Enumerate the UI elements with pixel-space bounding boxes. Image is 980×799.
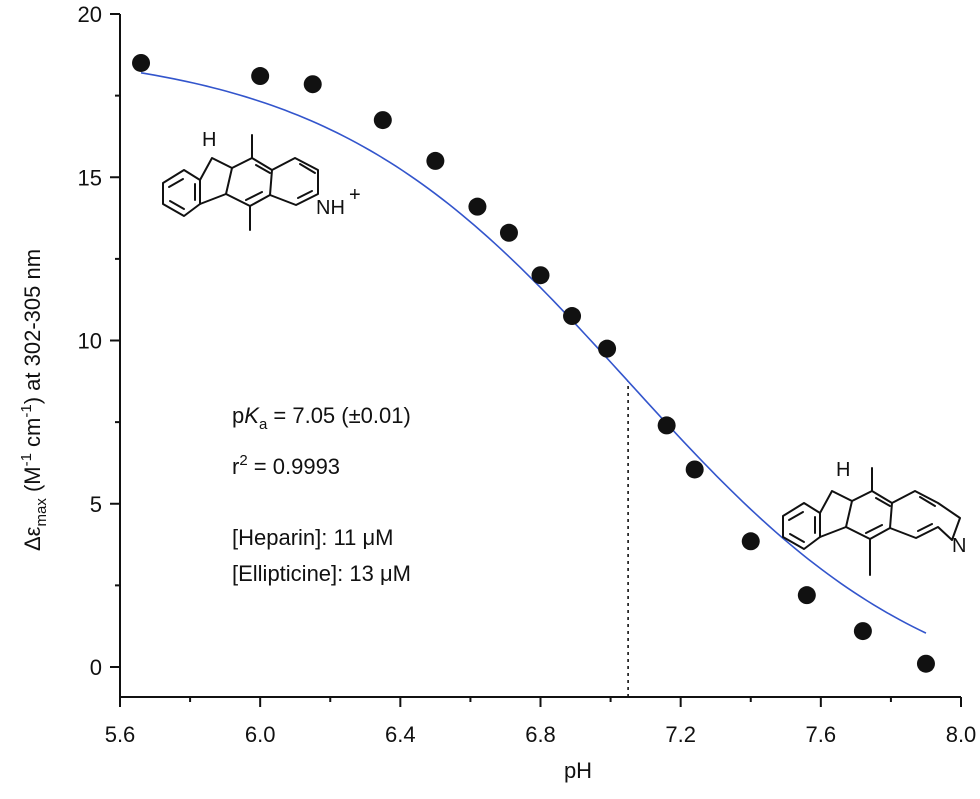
data-point — [373, 111, 392, 130]
x-tick-label: 5.6 — [105, 722, 136, 747]
protonated-ellipticine-structure: H NH + — [162, 129, 361, 231]
data-point — [132, 53, 151, 72]
y-tick-label: 5 — [90, 492, 102, 517]
x-tick-label: 6.4 — [385, 722, 416, 747]
data-point — [531, 266, 550, 285]
x-tick-label: 6.0 — [245, 722, 276, 747]
x-axis-title: pH — [564, 758, 592, 783]
data-point — [303, 75, 322, 94]
neutral-ellipticine-structure: H N — [782, 459, 966, 576]
heparin-annotation: [Heparin]: 11 μM — [232, 525, 393, 550]
svg-text:H: H — [836, 459, 850, 481]
y-tick-label: 15 — [78, 165, 102, 190]
y-axis-title: Δεmax (M-1 cm-1) at 302-305 nm — [18, 249, 50, 551]
svg-text:N: N — [952, 535, 966, 557]
x-tick-label: 7.2 — [665, 722, 696, 747]
y-tick-label: 0 — [90, 655, 102, 680]
data-point — [426, 151, 445, 170]
data-point — [797, 586, 816, 605]
x-tick-label: 6.8 — [525, 722, 556, 747]
data-point — [853, 622, 872, 641]
data-point — [741, 532, 760, 551]
x-tick-label: 8.0 — [946, 722, 977, 747]
data-points — [132, 53, 935, 673]
svg-text:+: + — [349, 184, 361, 206]
data-point — [598, 339, 617, 358]
x-tick-label: 7.6 — [806, 722, 837, 747]
svg-text:H: H — [202, 129, 216, 151]
data-point — [916, 654, 935, 673]
data-point — [685, 460, 704, 479]
y-tick-label: 10 — [78, 329, 102, 354]
y-tick-label: 20 — [78, 2, 102, 27]
ellipticine-annotation: [Ellipticine]: 13 μM — [232, 561, 411, 586]
data-point — [468, 197, 487, 216]
data-point — [563, 307, 582, 326]
data-point — [251, 67, 270, 86]
pka-annotation: pKa = 7.05 (±0.01) — [232, 403, 411, 433]
data-point — [657, 416, 676, 435]
x-axis-ticks: 5.6 6.0 6.4 6.8 7.2 7.6 8.0 — [105, 697, 977, 747]
r2-annotation: r2 = 0.9993 — [232, 452, 340, 479]
y-axis-ticks: 0 5 10 15 20 — [78, 2, 120, 680]
data-point — [499, 223, 518, 242]
svg-text:NH: NH — [316, 197, 345, 219]
